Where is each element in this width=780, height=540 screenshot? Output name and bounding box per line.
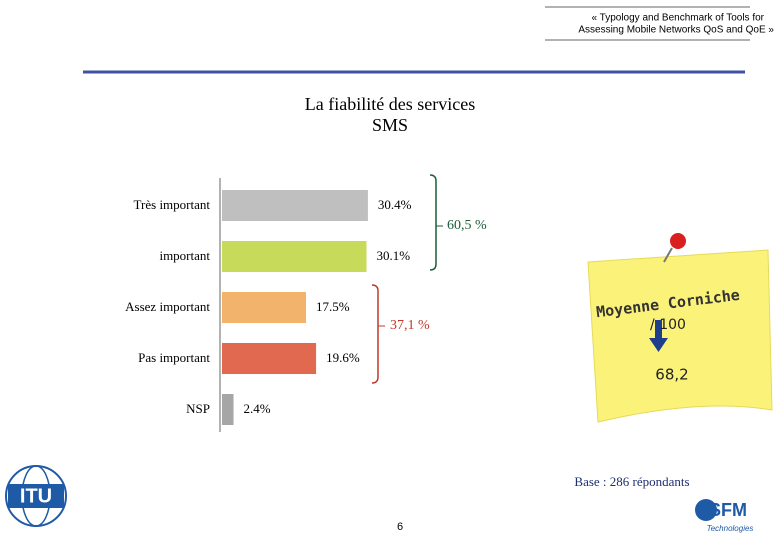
page-number: 6 [397, 521, 403, 533]
category-label: Très important [134, 197, 211, 212]
logo-text: ITU [20, 485, 52, 507]
bar [222, 343, 317, 374]
base-note: Base : 286 répondants [574, 474, 689, 489]
data-label: 17.5% [316, 299, 350, 314]
chart-title: La fiabilité des services SMS [304, 94, 476, 135]
data-label: 30.4% [378, 197, 412, 212]
note-arrow [649, 320, 668, 352]
category-label: Pas important [138, 350, 210, 365]
category-label: Assez important [125, 299, 210, 314]
note-value: 68,2 [655, 366, 688, 384]
bracket [371, 284, 379, 384]
bar [222, 241, 367, 272]
data-label: 30.1% [376, 248, 410, 263]
category-label: important [159, 248, 210, 263]
bar [222, 292, 306, 323]
bracket-label: 60,5 % [447, 218, 487, 233]
logo-band [8, 484, 64, 508]
category-label: NSP [186, 401, 210, 416]
data-label: 2.4% [244, 401, 271, 416]
logo-subtext: Technologies [707, 524, 754, 533]
pin-head [670, 233, 686, 249]
logo-circle [695, 499, 717, 521]
itu-logo: ITU [5, 465, 67, 527]
header-text: Assessing Mobile Networks QoS and QoE » [578, 25, 774, 36]
note-paper [587, 249, 773, 423]
data-label: 19.6% [326, 350, 360, 365]
header-text: « Typology and Benchmark of Tools for [591, 13, 764, 24]
bar [222, 190, 368, 221]
note-subtitle: / 100 [650, 317, 686, 333]
bracket [429, 174, 437, 271]
bar [222, 394, 234, 425]
sfm-logo: SFM Technologies [695, 499, 753, 533]
pin [663, 247, 673, 263]
sticky-note: Moyenne Corniche / 100 68,2 [587, 233, 773, 423]
logo-text: SFM [709, 500, 747, 520]
bracket-label: 37,1 % [390, 318, 430, 333]
